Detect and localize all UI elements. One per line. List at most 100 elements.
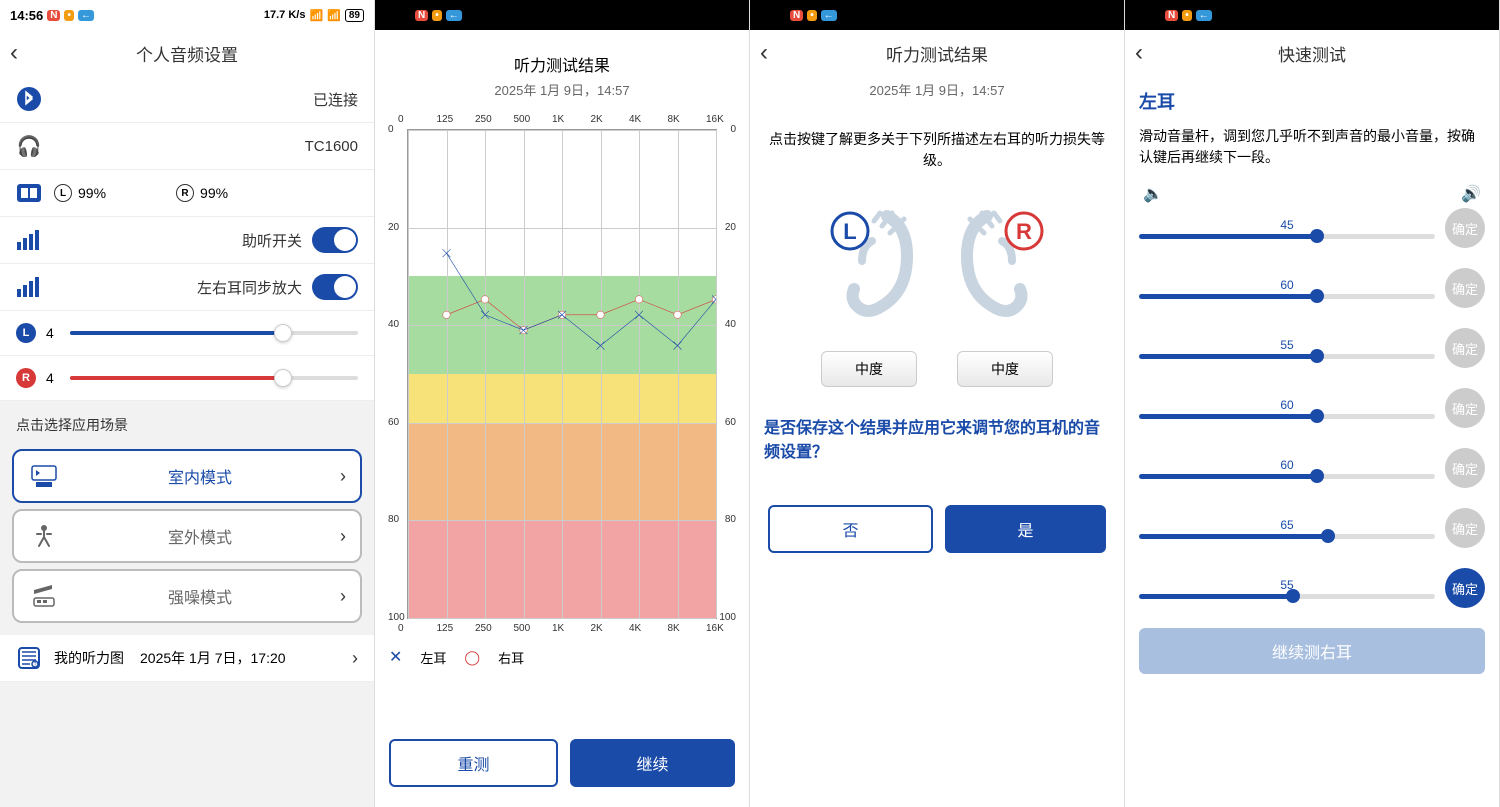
confirm-button[interactable]: 确定 <box>1445 508 1485 548</box>
confirm-button[interactable]: 确定 <box>1445 268 1485 308</box>
volume-value: 60 <box>1139 458 1435 472</box>
scene-section-label: 点击选择应用场景 <box>0 401 374 443</box>
status-bar-dark: N•← <box>1125 0 1499 30</box>
nav-header: ‹ 个人音频设置 <box>0 30 374 76</box>
scene-icon <box>28 522 60 550</box>
row-bluetooth[interactable]: 已连接 <box>0 76 374 123</box>
battery-icon <box>16 180 42 206</box>
nav-header: ‹ 快速测试 <box>1125 30 1499 76</box>
audiogram-icon: ? <box>16 645 42 671</box>
screen-quick-test: N•← ‹ 快速测试 左耳 滑动音量杆，调到您几乎听不到声音的最小音量，按确认键… <box>1125 0 1500 807</box>
hearing-switch-toggle[interactable] <box>312 227 358 253</box>
volume-slider[interactable]: 55 <box>1139 578 1435 599</box>
status-bar: 14:56 N • ← 17.7 K/s 📶 📶 89 <box>0 0 374 30</box>
right-slider[interactable] <box>70 376 358 380</box>
right-ear-icon: R <box>952 191 1062 321</box>
volume-slider[interactable]: 60 <box>1139 278 1435 299</box>
right-slider-badge: R <box>16 368 36 388</box>
row-device[interactable]: 🎧 TC1600 <box>0 123 374 170</box>
confirm-button[interactable]: 确定 <box>1445 328 1485 368</box>
left-badge: L <box>54 184 72 202</box>
volume-value: 45 <box>1139 218 1435 232</box>
row-sync-zoom: 左右耳同步放大 <box>0 264 374 311</box>
confirm-button[interactable]: 确定 <box>1445 568 1485 608</box>
volume-slider[interactable]: 45 <box>1139 218 1435 239</box>
status-bar-dark: N•← <box>750 0 1124 30</box>
scene-button-1[interactable]: 室外模式 › <box>12 509 362 563</box>
volume-row-4: 60 确定 <box>1139 448 1485 488</box>
right-slider-value: 4 <box>46 370 60 386</box>
earbuds-icon: 🎧 <box>16 133 42 159</box>
continue-button[interactable]: 继续 <box>570 739 735 787</box>
hearing-switch-label: 助听开关 <box>242 230 302 251</box>
right-slider-row: R 4 <box>0 356 374 401</box>
sync-zoom-toggle[interactable] <box>312 274 358 300</box>
status-bar-dark: N•← <box>375 0 749 30</box>
bluetooth-icon <box>16 86 42 112</box>
result-date: 2025年 1月 9日，14:57 <box>385 80 739 99</box>
left-battery: 99% <box>78 185 106 201</box>
left-slider-row: L 4 <box>0 311 374 356</box>
screen-results-chart: N•← 听力测试结果 2025年 1月 9日，14:57 00202040406… <box>375 0 750 807</box>
row-audiogram[interactable]: ? 我的听力图 2025年 1月 7日，17:20 › <box>0 635 374 682</box>
continue-right-ear-button[interactable]: 继续测右耳 <box>1139 628 1485 674</box>
volume-slider[interactable]: 60 <box>1139 458 1435 479</box>
nav-header: ‹ 听力测试结果 <box>750 30 1124 76</box>
right-battery: 99% <box>200 185 228 201</box>
left-slider[interactable] <box>70 331 358 335</box>
volume-value: 55 <box>1139 578 1435 592</box>
legend-left: 左耳 <box>420 648 446 667</box>
x-marker-icon: ✕ <box>389 647 402 667</box>
volume-value: 65 <box>1139 518 1435 532</box>
svg-text:R: R <box>1016 219 1032 244</box>
left-ear-icon: L <box>812 191 922 321</box>
confirm-button[interactable]: 确定 <box>1445 208 1485 248</box>
screen-results-save: N•← ‹ 听力测试结果 2025年 1月 9日，14:57 点击按键了解更多关… <box>750 0 1125 807</box>
signal-icon: 📶 <box>327 9 341 22</box>
scene-label: 室内模式 <box>60 464 340 488</box>
signal-bars-icon <box>16 227 42 253</box>
svg-text:?: ? <box>34 662 37 668</box>
o-marker-icon: ◯ <box>464 649 480 666</box>
signal-bars-icon <box>16 274 42 300</box>
device-name: TC1600 <box>305 138 358 155</box>
page-title: 个人音频设置 <box>10 41 364 66</box>
right-level-button[interactable]: 中度 <box>957 351 1053 387</box>
left-slider-badge: L <box>16 323 36 343</box>
sync-zoom-label: 左右耳同步放大 <box>197 277 302 298</box>
volume-slider[interactable]: 65 <box>1139 518 1435 539</box>
scene-icon <box>28 464 60 488</box>
connection-status: 已连接 <box>313 89 358 110</box>
volume-slider[interactable]: 55 <box>1139 338 1435 359</box>
yes-button[interactable]: 是 <box>945 505 1106 553</box>
status-time: 14:56 <box>10 8 43 23</box>
chevron-right-icon: › <box>340 466 346 487</box>
volume-low-icon: 🔈 <box>1143 184 1163 204</box>
confirm-button[interactable]: 确定 <box>1445 448 1485 488</box>
scene-icon <box>28 582 60 610</box>
page-title: 快速测试 <box>1135 41 1489 66</box>
page-title: 听力测试结果 <box>385 52 739 76</box>
row-hearing-switch: 助听开关 <box>0 217 374 264</box>
volume-row-0: 45 确定 <box>1139 208 1485 248</box>
scene-label: 强噪模式 <box>60 584 340 608</box>
left-level-button[interactable]: 中度 <box>821 351 917 387</box>
volume-slider[interactable]: 60 <box>1139 398 1435 419</box>
volume-row-3: 60 确定 <box>1139 388 1485 428</box>
volume-value: 60 <box>1139 398 1435 412</box>
volume-value: 55 <box>1139 338 1435 352</box>
no-button[interactable]: 否 <box>768 505 933 553</box>
scene-label: 室外模式 <box>60 524 340 548</box>
volume-row-1: 60 确定 <box>1139 268 1485 308</box>
scene-button-0[interactable]: 室内模式 › <box>12 449 362 503</box>
scene-button-2[interactable]: 强噪模式 › <box>12 569 362 623</box>
confirm-button[interactable]: 确定 <box>1445 388 1485 428</box>
volume-row-2: 55 确定 <box>1139 328 1485 368</box>
info-text: 点击按键了解更多关于下列所描述左右耳的听力损失等级。 <box>764 129 1110 171</box>
chart-legend: ✕ 左耳 ◯ 右耳 <box>385 639 739 675</box>
volume-row-6: 55 确定 <box>1139 568 1485 608</box>
battery-label: 89 <box>345 9 364 22</box>
page-title: 听力测试结果 <box>760 41 1114 66</box>
retest-button[interactable]: 重测 <box>389 739 558 787</box>
status-pill-yellow: • <box>64 10 74 21</box>
